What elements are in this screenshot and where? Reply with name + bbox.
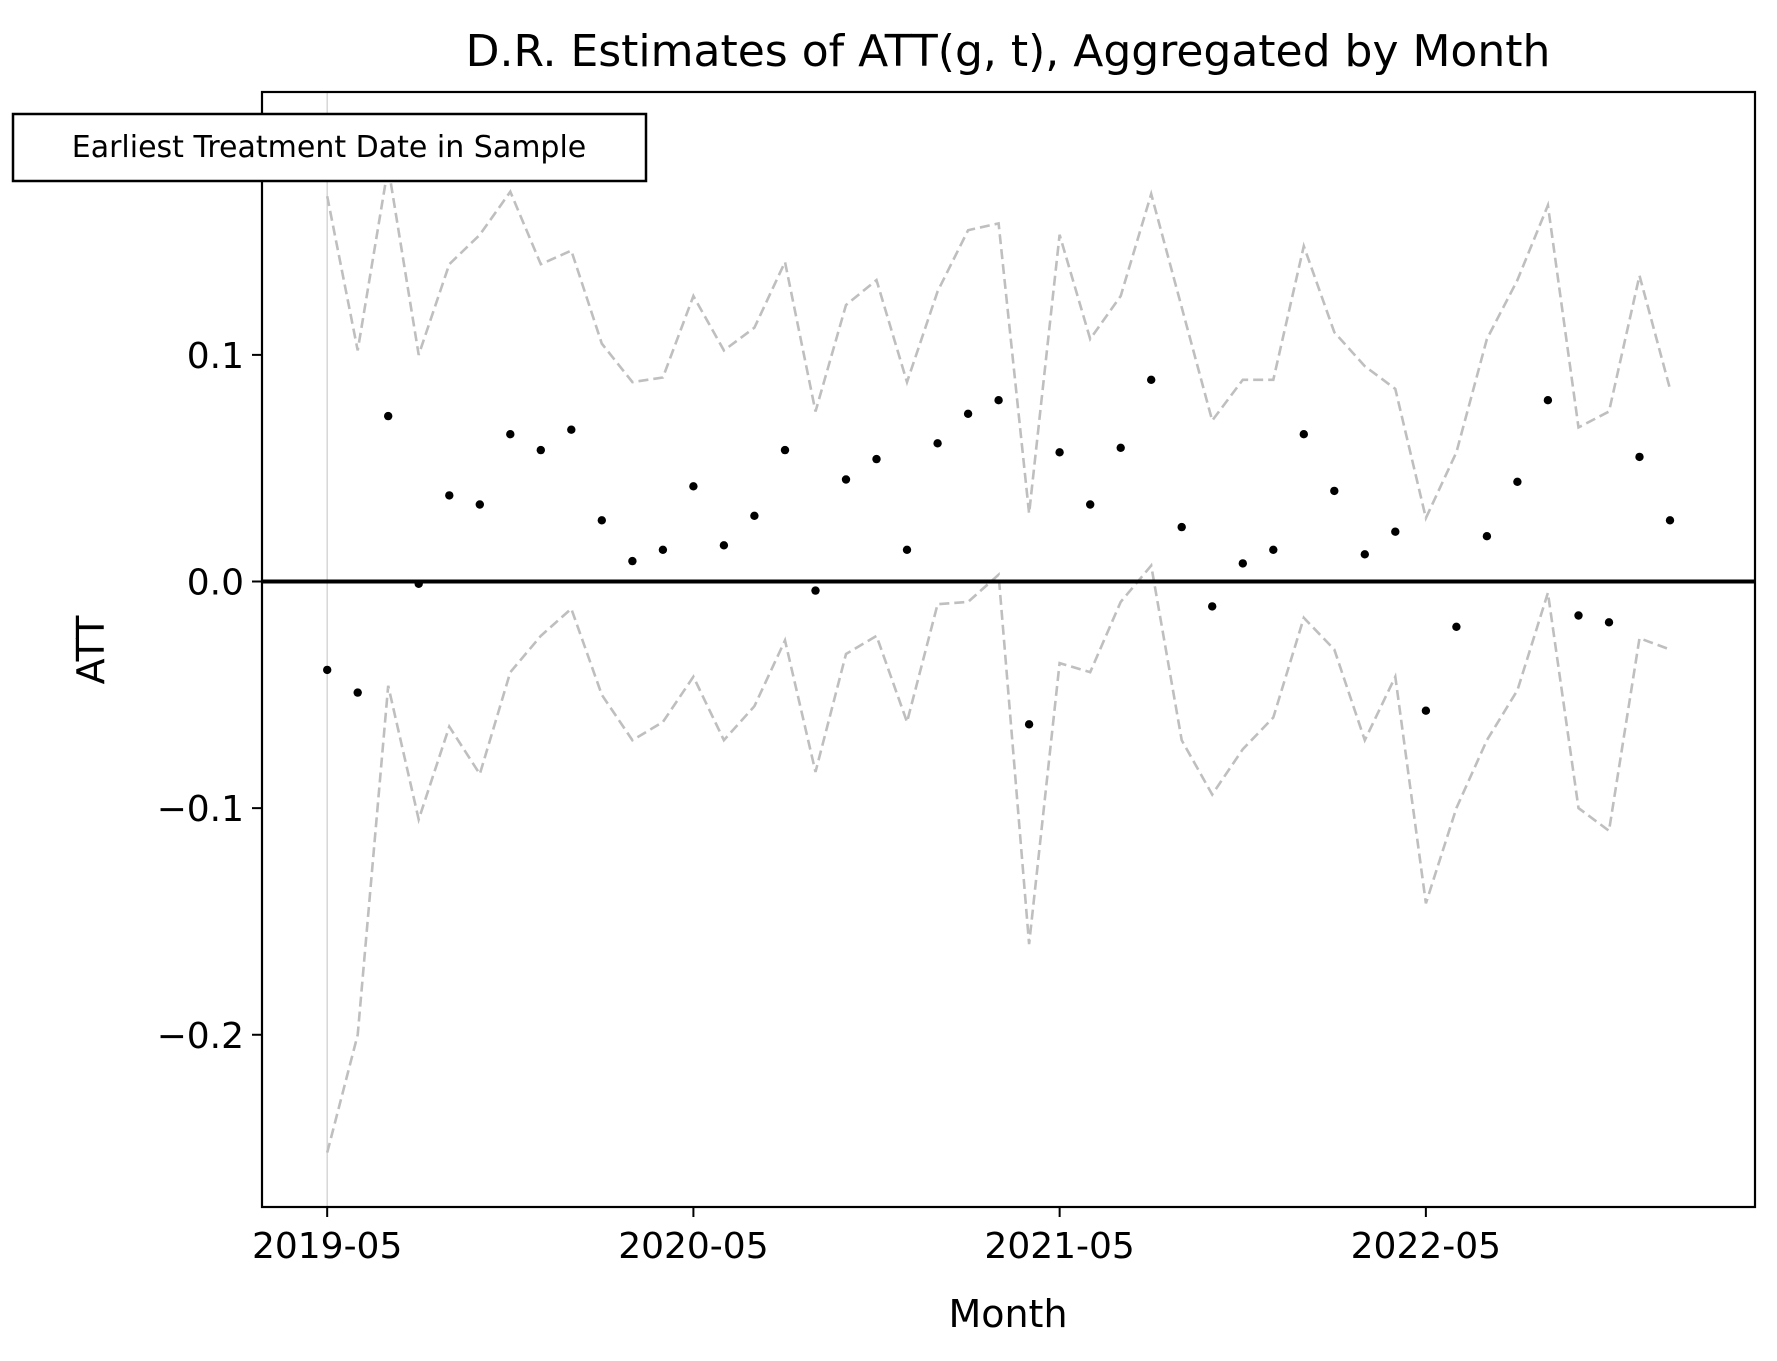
att-point bbox=[1024, 720, 1034, 729]
annotation-text: Earliest Treatment Date in Sample bbox=[72, 130, 587, 165]
chart-title: D.R. Estimates of ATT(g, t), Aggregated … bbox=[466, 26, 1551, 77]
att-point bbox=[414, 579, 423, 588]
att-point bbox=[475, 500, 484, 509]
att-point bbox=[1665, 516, 1675, 525]
att-point bbox=[506, 430, 515, 439]
att-point bbox=[1116, 443, 1125, 452]
y-tick-label: 0.1 bbox=[187, 336, 244, 377]
att-point bbox=[1330, 486, 1339, 496]
att-point bbox=[1513, 477, 1522, 486]
att-point bbox=[872, 454, 881, 464]
att-point bbox=[689, 482, 698, 491]
att-point bbox=[1086, 500, 1095, 509]
att-point bbox=[1482, 532, 1492, 541]
att-point bbox=[1269, 545, 1278, 554]
att-point bbox=[1360, 550, 1370, 559]
att-point bbox=[963, 409, 973, 418]
att-point bbox=[1055, 448, 1064, 457]
x-tick-label: 2020-05 bbox=[618, 1226, 768, 1267]
att-point bbox=[1543, 396, 1553, 405]
y-axis-label: ATT bbox=[69, 615, 113, 685]
att-point bbox=[1299, 430, 1309, 439]
att-point bbox=[780, 445, 790, 455]
plot-area bbox=[262, 92, 1755, 1207]
x-tick-label: 2022-05 bbox=[1351, 1226, 1501, 1267]
att-point bbox=[1574, 611, 1583, 620]
att-point bbox=[1391, 527, 1400, 536]
x-tick-label: 2019-05 bbox=[252, 1226, 402, 1267]
ci-lower-line bbox=[325, 562, 1671, 1153]
att-point bbox=[1452, 622, 1461, 631]
att-point bbox=[597, 516, 606, 525]
x-tick-label: 2021-05 bbox=[984, 1226, 1134, 1267]
att-point bbox=[1635, 452, 1644, 462]
plot-frame bbox=[260, 90, 1757, 1209]
x-axis: 2019-05 2020-05 2021-05 2022-05 bbox=[252, 1207, 1501, 1267]
y-axis: 0.1 0.0 −0.1 −0.2 bbox=[157, 336, 262, 1057]
att-point bbox=[658, 545, 668, 554]
att-point bbox=[1604, 618, 1614, 627]
ci-upper-line bbox=[325, 166, 1672, 523]
annotation-box: Earliest Treatment Date in Sample bbox=[11, 112, 648, 183]
att-point bbox=[536, 445, 545, 455]
annotation-frame bbox=[11, 112, 648, 183]
att-point bbox=[994, 396, 1003, 405]
att-point bbox=[384, 411, 393, 421]
att-point bbox=[323, 665, 332, 675]
att-point bbox=[353, 688, 362, 697]
y-tick-label: 0.0 bbox=[187, 563, 244, 604]
att-point bbox=[1208, 602, 1217, 611]
y-tick-label: −0.1 bbox=[157, 789, 244, 830]
att-point bbox=[628, 556, 637, 566]
att-point bbox=[902, 545, 912, 554]
att-point bbox=[750, 511, 759, 520]
att-point bbox=[1238, 559, 1248, 568]
att-point bbox=[1177, 522, 1186, 532]
att-point bbox=[1147, 375, 1156, 384]
att-point bbox=[1421, 706, 1431, 715]
x-axis-label: Month bbox=[948, 1292, 1067, 1336]
att-point bbox=[841, 475, 851, 484]
att-point bbox=[811, 586, 820, 595]
att-point bbox=[719, 541, 729, 550]
att-point bbox=[445, 491, 454, 500]
att-point bbox=[567, 425, 576, 434]
att-point bbox=[933, 439, 942, 448]
y-tick-label: −0.2 bbox=[157, 1016, 244, 1057]
